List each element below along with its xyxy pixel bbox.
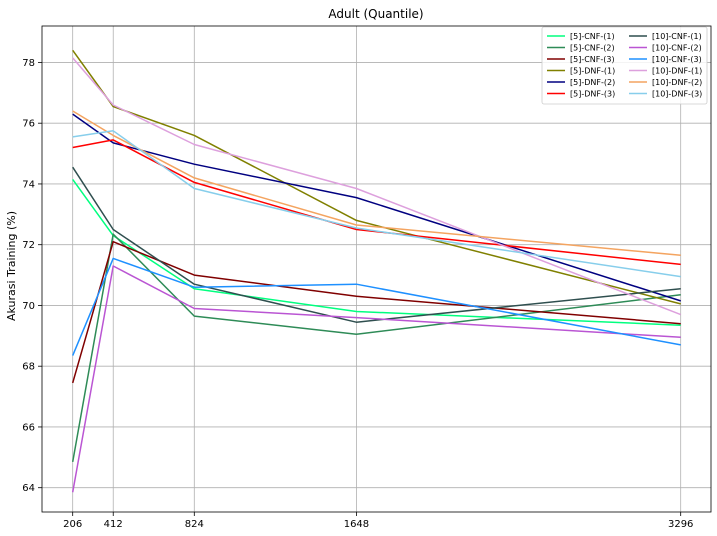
chart-title: Adult (Quantile) [328, 7, 423, 21]
legend-label: [10]-CNF-(1) [652, 32, 702, 41]
y-tick-label: 66 [22, 422, 35, 433]
series-line [71, 240, 681, 384]
series-line [72, 166, 681, 323]
y-axis-label: Akurasi Training (%) [5, 211, 18, 321]
series-line [72, 110, 681, 257]
legend-box [541, 26, 708, 105]
series-line [72, 57, 681, 316]
y-axis: 64 66 68 70 72 74 76 78 [22, 58, 42, 494]
series-line [71, 233, 681, 463]
legend-label: [5]-CNF-(1) [570, 32, 615, 41]
y-tick-label: 78 [22, 58, 35, 69]
legend-label: [10]-CNF-(2) [652, 44, 702, 53]
series-line [72, 178, 681, 326]
legend: [5]-CNF-(1) [5]-CNF-(2) [5]-CNF-(3) [5]-DNF… [541, 26, 708, 105]
series-line [72, 257, 681, 356]
legend-label: [5]-CNF-(3) [570, 55, 615, 64]
legend-label: [5]-DNF-(2) [570, 78, 615, 87]
plot-frame [41, 25, 712, 513]
legend-label: [10]-DNF-(2) [652, 78, 702, 87]
legend-label: [10]-DNF-(1) [652, 67, 702, 76]
series-line [72, 139, 681, 266]
series-lines [71, 49, 681, 493]
y-tick-label: 70 [22, 301, 35, 312]
x-tick-label: 1648 [344, 519, 369, 530]
legend-label: [10]-DNF-(3) [652, 90, 702, 99]
series-line [72, 130, 681, 278]
legend-label: [5]-DNF-(1) [570, 67, 615, 76]
y-tick-label: 68 [22, 362, 35, 373]
series-line [71, 265, 681, 493]
y-tick-label: 74 [22, 179, 35, 190]
legend-label: [5]-DNF-(3) [570, 90, 615, 99]
x-tick-label: 206 [63, 519, 82, 530]
y-tick-label: 64 [22, 483, 35, 494]
x-tick-label: 824 [185, 519, 204, 530]
y-tick-label: 72 [22, 240, 35, 251]
legend-label: [5]-CNF-(2) [570, 44, 615, 53]
y-tick-label: 76 [22, 119, 35, 130]
x-tick-label: 3296 [668, 519, 693, 530]
series-line [72, 49, 681, 305]
x-tick-label: 412 [104, 519, 123, 530]
legend-label: [10]-CNF-(3) [652, 55, 702, 64]
x-axis: 206 412 824 1648 3296 [63, 512, 693, 530]
